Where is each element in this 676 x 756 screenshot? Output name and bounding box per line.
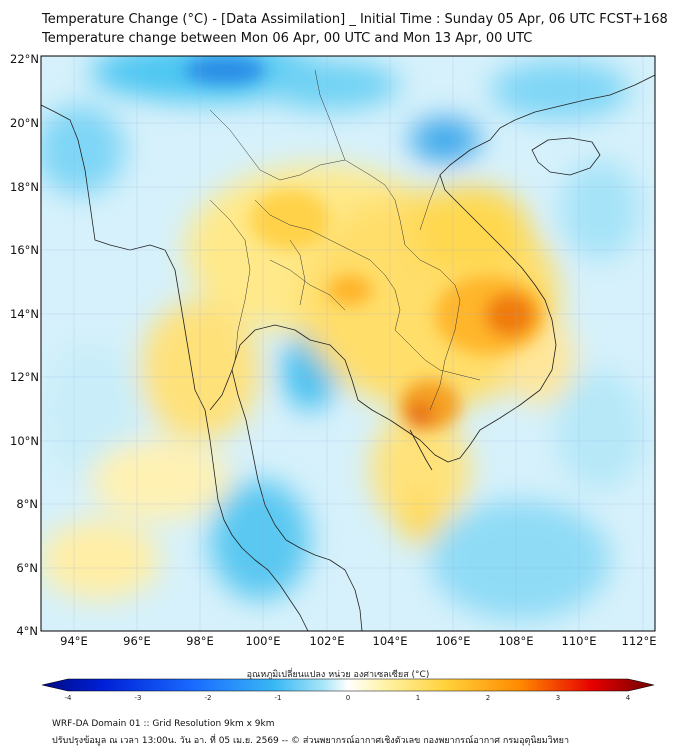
lat-label: 18°N bbox=[10, 180, 39, 194]
colorbar-label: -2 bbox=[204, 694, 212, 702]
colorbar-title: อุณหภูมิเปลี่ยนแปลง หน่วย องศาเซลเซียส (… bbox=[246, 670, 430, 680]
lat-label: 8°N bbox=[16, 497, 38, 511]
plot-frame bbox=[40, 55, 656, 632]
coastlines bbox=[41, 74, 655, 631]
lon-label: 96°E bbox=[123, 634, 151, 648]
lat-label: 20°N bbox=[10, 116, 39, 130]
lat-label: 16°N bbox=[10, 243, 39, 257]
lon-label: 94°E bbox=[60, 634, 88, 648]
lon-label: 110°E bbox=[561, 634, 597, 648]
colorbar-label: 4 bbox=[625, 694, 631, 702]
colorbar-label: -1 bbox=[274, 694, 282, 702]
lon-label: 102°E bbox=[309, 634, 345, 648]
lat-label: 12°N bbox=[10, 370, 39, 384]
lon-label: 108°E bbox=[498, 634, 534, 648]
lon-label: 104°E bbox=[372, 634, 408, 648]
country-borders bbox=[209, 69, 481, 411]
lon-label: 106°E bbox=[435, 634, 471, 648]
colorbar-label: 0 bbox=[345, 694, 351, 702]
graticule bbox=[41, 56, 655, 631]
colorbar bbox=[41, 678, 655, 692]
map-title: Temperature Change (°C) - [Data Assimila… bbox=[42, 12, 668, 27]
lat-label: 6°N bbox=[16, 561, 38, 575]
lon-label: 100°E bbox=[245, 634, 281, 648]
colorbar-label: -3 bbox=[134, 694, 142, 702]
lon-label: 112°E bbox=[621, 634, 657, 648]
colorbar-label: 3 bbox=[555, 694, 561, 702]
lon-label: 98°E bbox=[186, 634, 214, 648]
colorbar-label: 2 bbox=[485, 694, 491, 702]
colorbar-gradient bbox=[41, 678, 655, 692]
map-subtitle: Temperature change between Mon 06 Apr, 0… bbox=[42, 31, 533, 46]
lat-label: 10°N bbox=[10, 434, 39, 448]
lat-label: 4°N bbox=[16, 624, 38, 638]
footer-credit: ปรับปรุงข้อมูล ณ เวลา 13:00น. วัน อา. ที… bbox=[52, 736, 570, 746]
colorbar-label: 1 bbox=[415, 694, 421, 702]
lat-label: 14°N bbox=[10, 307, 39, 321]
lat-label: 22°N bbox=[10, 52, 39, 66]
colorbar-label: -4 bbox=[64, 694, 72, 702]
temperature-field bbox=[41, 56, 655, 631]
footer-model-info: WRF-DA Domain 01 :: Grid Resolution 9km … bbox=[52, 719, 275, 729]
